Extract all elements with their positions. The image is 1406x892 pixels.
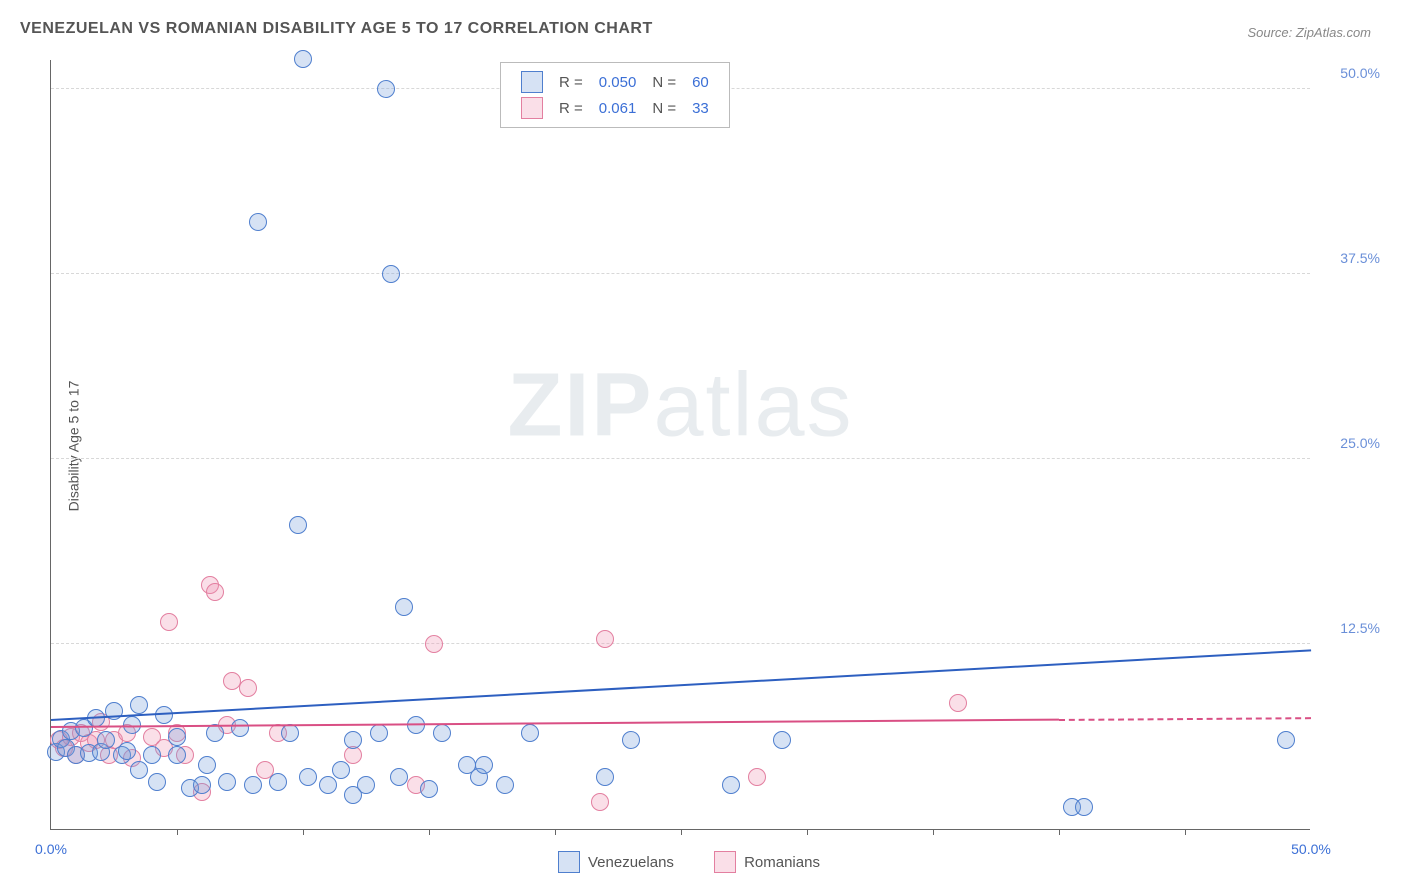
data-point-romanians (206, 583, 224, 601)
data-point-venezuelans (521, 724, 539, 742)
data-point-venezuelans (168, 746, 186, 764)
data-point-romanians (596, 630, 614, 648)
data-point-venezuelans (433, 724, 451, 742)
source-attribution: Source: ZipAtlas.com (1247, 25, 1371, 40)
data-point-romanians (425, 635, 443, 653)
data-point-venezuelans (198, 756, 216, 774)
data-point-venezuelans (1075, 798, 1093, 816)
legend-item-venezuelans: Venezuelans (558, 851, 674, 873)
data-point-venezuelans (193, 776, 211, 794)
data-point-venezuelans (344, 731, 362, 749)
data-point-romanians (591, 793, 609, 811)
data-point-venezuelans (622, 731, 640, 749)
data-point-venezuelans (281, 724, 299, 742)
x-tick-mark (303, 829, 304, 835)
data-point-venezuelans (773, 731, 791, 749)
r-label: R = (551, 69, 591, 95)
swatch-venezuelans (558, 851, 580, 873)
data-point-venezuelans (97, 731, 115, 749)
gridline (51, 273, 1310, 274)
data-point-venezuelans (249, 213, 267, 231)
data-point-venezuelans (395, 598, 413, 616)
y-tick-label: 25.0% (1320, 435, 1380, 451)
data-point-venezuelans (370, 724, 388, 742)
y-tick-label: 37.5% (1320, 250, 1380, 266)
x-tick-mark (681, 829, 682, 835)
gridline (51, 458, 1310, 459)
swatch-romanians (521, 97, 543, 119)
data-point-venezuelans (143, 746, 161, 764)
data-point-venezuelans (319, 776, 337, 794)
data-point-venezuelans (168, 728, 186, 746)
data-point-venezuelans (420, 780, 438, 798)
data-point-venezuelans (130, 696, 148, 714)
r-value-romanians: 0.061 (591, 95, 645, 121)
legend-row-venezuelans: R = 0.050 N = 60 (513, 69, 717, 95)
x-tick-mark (1185, 829, 1186, 835)
data-point-venezuelans (496, 776, 514, 794)
n-label: N = (644, 95, 684, 121)
r-value-venezuelans: 0.050 (591, 69, 645, 95)
data-point-venezuelans (382, 265, 400, 283)
data-point-romanians (160, 613, 178, 631)
x-tick-mark (555, 829, 556, 835)
x-tick-mark (177, 829, 178, 835)
trendline-romanians-extend (1059, 717, 1311, 721)
data-point-venezuelans (1277, 731, 1295, 749)
gridline (51, 643, 1310, 644)
scatter-plot-area: ZIPatlas 12.5%25.0%37.5%50.0%0.0%50.0% (50, 60, 1310, 830)
legend-row-romanians: R = 0.061 N = 33 (513, 95, 717, 121)
correlation-legend: R = 0.050 N = 60 R = 0.061 N = 33 (500, 62, 730, 128)
n-value-venezuelans: 60 (684, 69, 717, 95)
trendline-romanians (51, 719, 1059, 728)
x-axis-max-label: 50.0% (1291, 841, 1331, 857)
series-label-venezuelans: Venezuelans (588, 854, 674, 871)
data-point-venezuelans (118, 742, 136, 760)
watermark: ZIPatlas (507, 355, 853, 458)
data-point-venezuelans (357, 776, 375, 794)
x-tick-mark (429, 829, 430, 835)
data-point-venezuelans (596, 768, 614, 786)
x-tick-mark (1059, 829, 1060, 835)
data-point-venezuelans (148, 773, 166, 791)
legend-item-romanians: Romanians (714, 851, 820, 873)
y-tick-label: 12.5% (1320, 620, 1380, 636)
r-label: R = (551, 95, 591, 121)
data-point-venezuelans (332, 761, 350, 779)
series-legend: Venezuelans Romanians (540, 851, 838, 877)
data-point-venezuelans (294, 50, 312, 68)
swatch-romanians (714, 851, 736, 873)
data-point-romanians (949, 694, 967, 712)
data-point-venezuelans (269, 773, 287, 791)
data-point-venezuelans (475, 756, 493, 774)
chart-title: VENEZUELAN VS ROMANIAN DISABILITY AGE 5 … (20, 20, 653, 38)
data-point-venezuelans (299, 768, 317, 786)
swatch-venezuelans (521, 71, 543, 93)
data-point-venezuelans (231, 719, 249, 737)
x-tick-mark (933, 829, 934, 835)
data-point-venezuelans (377, 80, 395, 98)
data-point-romanians (239, 679, 257, 697)
n-label: N = (644, 69, 684, 95)
n-value-romanians: 33 (684, 95, 717, 121)
data-point-venezuelans (218, 773, 236, 791)
data-point-venezuelans (722, 776, 740, 794)
data-point-venezuelans (390, 768, 408, 786)
data-point-venezuelans (130, 761, 148, 779)
series-label-romanians: Romanians (744, 854, 820, 871)
x-axis-min-label: 0.0% (35, 841, 67, 857)
y-tick-label: 50.0% (1320, 65, 1380, 81)
data-point-romanians (748, 768, 766, 786)
x-tick-mark (807, 829, 808, 835)
data-point-venezuelans (289, 516, 307, 534)
data-point-venezuelans (244, 776, 262, 794)
